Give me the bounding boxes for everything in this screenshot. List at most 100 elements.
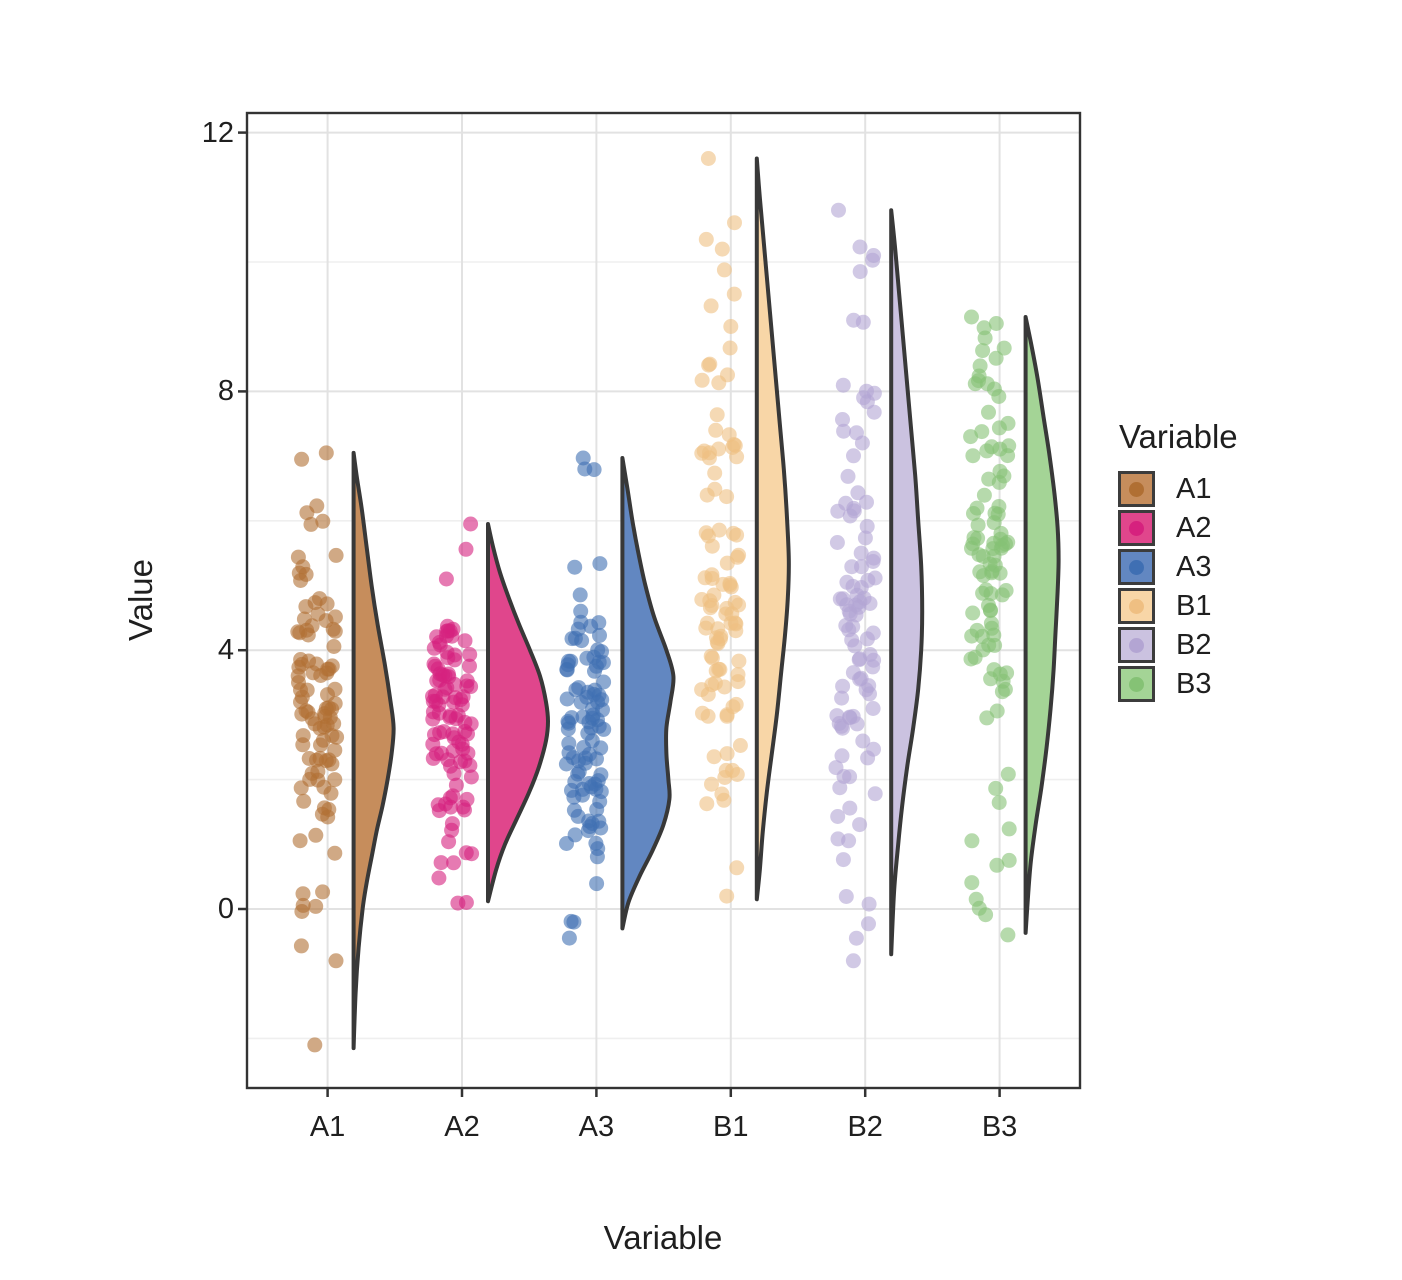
data-point-A1 — [310, 606, 326, 622]
data-point-A1 — [290, 549, 306, 565]
data-point-A3 — [593, 820, 609, 836]
data-point-B1 — [731, 597, 747, 613]
data-point-B2 — [852, 264, 868, 280]
data-point-A1 — [328, 547, 344, 563]
data-point-B3 — [988, 316, 1004, 331]
data-point-A3 — [575, 450, 591, 466]
legend-entry-B1: B1 — [1118, 588, 1238, 624]
legend-entry-A2: A2 — [1118, 510, 1238, 546]
data-point-A2 — [457, 723, 473, 739]
data-point-A1 — [327, 845, 343, 861]
data-point-B1 — [707, 481, 723, 497]
data-point-A1 — [314, 806, 330, 822]
data-point-B1 — [716, 262, 732, 278]
data-point-A1 — [301, 751, 317, 766]
legend-point-icon — [1129, 481, 1144, 497]
data-point-B1 — [707, 465, 723, 481]
data-point-B3 — [994, 537, 1010, 553]
x-tick-label-A3: A3 — [578, 1111, 615, 1143]
legend-swatch-B1 — [1118, 588, 1155, 624]
legend-label-B1: B1 — [1176, 589, 1212, 622]
data-point-B1 — [721, 427, 737, 443]
legend-point-icon — [1129, 676, 1144, 692]
data-point-B1 — [714, 241, 730, 257]
data-point-A3 — [568, 682, 584, 698]
data-point-A3 — [583, 720, 599, 736]
data-point-B1 — [729, 527, 745, 543]
data-point-A1 — [326, 639, 342, 654]
data-point-B1 — [732, 738, 748, 753]
data-point-A2 — [425, 711, 441, 727]
data-point-B1 — [718, 762, 734, 778]
data-point-B2 — [835, 678, 851, 694]
data-point-B3 — [988, 350, 1004, 366]
data-point-A1 — [307, 1037, 323, 1053]
data-point-A3 — [563, 913, 579, 929]
data-point-B2 — [859, 518, 875, 534]
legend-entry-A3: A3 — [1118, 549, 1238, 585]
data-point-A1 — [313, 737, 328, 753]
data-point-B3 — [974, 424, 990, 440]
data-point-B3 — [991, 474, 1007, 490]
legend-label-A3: A3 — [1176, 550, 1212, 583]
data-point-A3 — [575, 787, 590, 803]
data-point-B1 — [718, 606, 734, 622]
legend-point-icon — [1129, 559, 1144, 575]
data-point-B3 — [983, 615, 999, 631]
data-point-A2 — [446, 766, 462, 782]
data-point-A1 — [324, 728, 340, 744]
data-point-B2 — [859, 631, 875, 647]
data-point-A1 — [327, 772, 343, 788]
y-tick-label-8: 8 — [217, 375, 234, 408]
y-axis-title: Value — [122, 559, 159, 641]
data-point-B2 — [854, 435, 870, 451]
legend-swatch-B3 — [1118, 666, 1155, 702]
data-point-A3 — [561, 745, 577, 761]
data-point-A2 — [435, 667, 451, 683]
data-point-B1 — [698, 231, 714, 247]
data-point-B1 — [694, 592, 710, 607]
data-point-B2 — [829, 535, 845, 550]
data-point-B2 — [842, 800, 858, 816]
data-point-B3 — [975, 549, 991, 564]
data-point-A2 — [440, 618, 455, 634]
data-point-A3 — [577, 750, 593, 766]
data-point-B3 — [978, 907, 994, 923]
data-point-A3 — [596, 674, 612, 690]
data-point-A1 — [291, 659, 307, 675]
data-point-B1 — [722, 576, 738, 591]
data-point-B3 — [972, 564, 988, 580]
data-point-A1 — [294, 451, 310, 467]
data-point-A1 — [324, 756, 340, 772]
half-violin-B2 — [889, 208, 925, 957]
data-point-B2 — [846, 312, 862, 328]
data-point-A2 — [433, 855, 449, 871]
legend-point-icon — [1129, 637, 1144, 653]
data-point-B2 — [844, 632, 860, 648]
data-point-B2 — [859, 494, 874, 510]
data-point-B3 — [981, 404, 996, 420]
legend-label-A1: A1 — [1176, 472, 1212, 505]
data-point-B3 — [1001, 821, 1017, 837]
data-point-B3 — [964, 875, 980, 891]
data-point-A2 — [428, 693, 444, 709]
x-tick-label-B1: B1 — [713, 1111, 749, 1143]
data-point-B3 — [1001, 852, 1017, 868]
data-point-B1 — [711, 441, 727, 457]
y-tick-label-12: 12 — [201, 116, 234, 149]
data-point-B3 — [970, 517, 986, 533]
data-point-B2 — [830, 809, 846, 824]
data-point-A2 — [458, 541, 474, 557]
data-point-B1 — [729, 449, 745, 465]
data-point-B3 — [991, 499, 1007, 514]
data-point-B3 — [986, 515, 1002, 531]
data-point-A1 — [295, 886, 311, 902]
data-point-B2 — [833, 718, 849, 734]
data-point-B2 — [853, 545, 869, 561]
data-point-B2 — [857, 530, 873, 546]
data-point-B2 — [846, 448, 861, 464]
data-point-A1 — [295, 737, 311, 753]
data-point-B2 — [835, 852, 851, 868]
data-point-A2 — [463, 769, 479, 785]
y-tick-label-4: 4 — [217, 634, 234, 667]
